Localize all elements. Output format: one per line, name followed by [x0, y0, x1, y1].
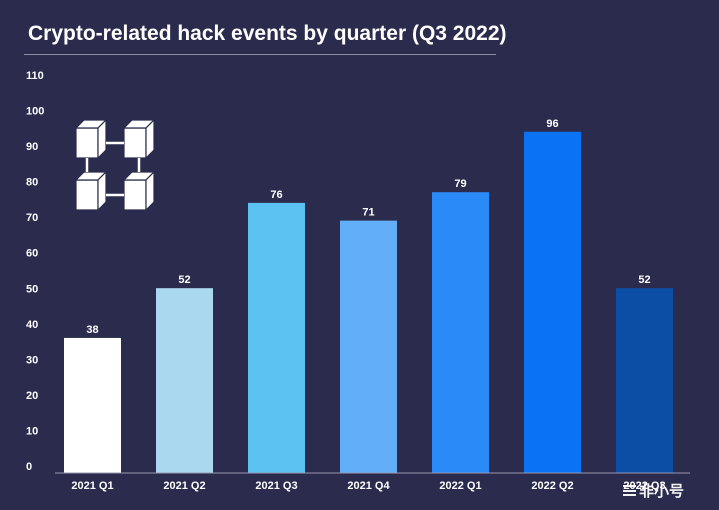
y-tick-label: 70	[26, 212, 38, 224]
bar-2022-q2	[524, 131, 581, 473]
x-tick-label: 2021 Q4	[347, 480, 390, 492]
y-tick-label: 10	[26, 425, 38, 437]
x-axis: 2021 Q1 2021 Q2 2021 Q3 2021 Q4 2022 Q1 2022 …	[55, 472, 690, 492]
bar-2021-q4	[340, 220, 397, 473]
y-tick-label: 0	[26, 461, 32, 473]
x-tick-label: 2022 Q3	[623, 480, 665, 492]
y-tick-label: 50	[26, 283, 38, 295]
y-tick-label: 100	[26, 106, 44, 118]
bar-2022-q1	[432, 192, 489, 473]
watermark: 非小号	[623, 480, 684, 501]
data-label: 52	[638, 274, 650, 286]
blockchain-blocks-icon	[74, 118, 156, 212]
x-tick-label: 2021 Q3	[255, 480, 297, 492]
data-label: 76	[270, 189, 282, 201]
x-tick-label: 2022 Q2	[531, 480, 573, 492]
y-tick-label: 110	[26, 70, 44, 82]
data-label: 38	[86, 324, 98, 336]
data-label: 71	[362, 207, 374, 219]
y-tick-label: 80	[26, 177, 38, 189]
x-tick-label: 2022 Q1	[439, 480, 481, 492]
data-label: 79	[454, 178, 466, 190]
data-label: 96	[546, 118, 558, 130]
y-tick-label: 60	[26, 248, 38, 260]
bar-2021-q2	[156, 288, 213, 473]
x-tick-label: 2021 Q2	[163, 480, 205, 492]
x-tick-label: 2021 Q1	[71, 480, 113, 492]
chart-title: Crypto-related hack events by quarter (Q…	[28, 22, 507, 45]
watermark-text: 非小号	[639, 483, 685, 500]
y-tick-label: 90	[26, 141, 38, 153]
bar-2022-q3	[616, 288, 673, 473]
bar-2021-q1	[64, 337, 121, 473]
title-underline	[24, 54, 496, 55]
y-tick-label: 30	[26, 354, 38, 366]
bars: 38 52 76 71 79 96 52	[64, 118, 673, 473]
y-tick-label: 20	[26, 390, 38, 402]
y-axis: 0 10 20 30 40 50 60 70 80 90 100 110	[26, 70, 44, 473]
data-label: 52	[178, 274, 190, 286]
bar-2021-q3	[248, 202, 305, 473]
list-icon	[623, 484, 636, 497]
y-tick-label: 40	[26, 319, 38, 331]
